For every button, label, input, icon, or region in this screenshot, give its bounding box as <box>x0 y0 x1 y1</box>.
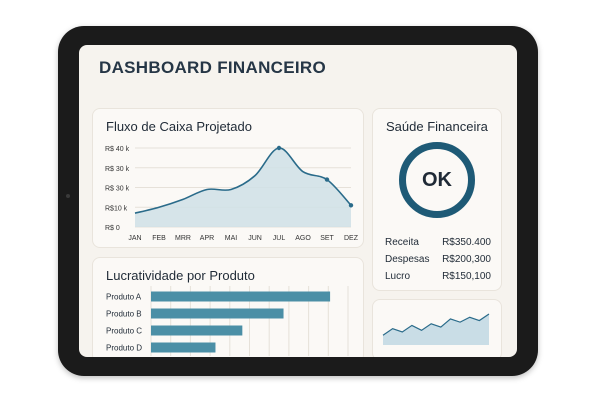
bar-category-label: Produto D <box>106 344 142 353</box>
metric-label: Lucro <box>385 271 411 282</box>
metric-value: R$350.400 <box>442 237 491 248</box>
bar <box>151 342 216 353</box>
x-tick-label: JUN <box>248 235 262 242</box>
data-point <box>276 145 282 151</box>
metric-value: R$200,300 <box>442 254 491 265</box>
health-card: Saúde Financeira OK Receita R$350.400 De… <box>372 108 502 291</box>
dashboard-screen: DASHBOARD FINANCEIRO Fluxo de Caixa Proj… <box>79 45 517 357</box>
metric-label: Receita <box>385 237 419 248</box>
data-point <box>324 177 330 182</box>
page-title: DASHBOARD FINANCEIRO <box>99 58 326 77</box>
metric-row-lucro: Lucro R$150,100 <box>385 268 491 285</box>
cashflow-title: Fluxo de Caixa Projetado <box>106 119 252 134</box>
sparkline-line <box>382 313 490 336</box>
data-point <box>348 203 354 208</box>
x-tick-label: JAN <box>128 235 141 242</box>
status-ring: OK <box>399 142 475 218</box>
y-tick-label: R$10 k <box>105 205 128 212</box>
x-tick-label: MAI <box>225 235 238 242</box>
health-metrics: Receita R$350.400 Despesas R$200,300 Luc… <box>385 234 491 285</box>
metric-value: R$150,100 <box>442 271 491 282</box>
bar <box>151 325 243 336</box>
series-area <box>135 147 351 227</box>
health-title: Saúde Financeira <box>386 119 488 134</box>
bar-category-label: Produto C <box>106 327 142 336</box>
bar <box>151 291 331 302</box>
sparkline-chart <box>382 313 490 345</box>
y-tick-label: R$ 40 k <box>105 146 130 153</box>
profit-chart[interactable]: Produto A Produto B Produto C Produto D <box>93 258 365 357</box>
y-tick-label: R$ 30 k <box>105 166 130 173</box>
metric-row-receita: Receita R$350.400 <box>385 234 491 251</box>
tablet-frame: DASHBOARD FINANCEIRO Fluxo de Caixa Proj… <box>58 26 538 376</box>
cashflow-chart[interactable]: R$ 40 k R$ 30 k R$ 30 k R$10 k R$ 0 JAN FEB MRR… <box>93 109 365 249</box>
x-tick-label: AGO <box>295 235 311 242</box>
metric-row-despesas: Despesas R$200,300 <box>385 251 491 268</box>
x-tick-label: JUL <box>273 235 286 242</box>
x-tick-label: SET <box>320 235 334 242</box>
bar-category-label: Produto A <box>106 293 142 302</box>
x-tick-label: APR <box>200 235 214 242</box>
profit-card: Lucratividade por Produto Produto A Produ… <box>92 257 364 357</box>
bar <box>151 308 284 319</box>
profit-title: Lucratividade por Produto <box>106 268 255 283</box>
sparkline-area <box>383 314 489 345</box>
x-tick-label: MRR <box>175 235 191 242</box>
metric-label: Despesas <box>385 254 430 265</box>
y-tick-label: R$ 0 <box>105 225 120 232</box>
series-line <box>134 147 352 214</box>
x-tick-label: DEZ <box>344 235 359 242</box>
status-text: OK <box>422 168 452 191</box>
y-tick-label: R$ 30 k <box>105 186 130 193</box>
sparkline-card <box>372 299 502 357</box>
x-tick-label: FEB <box>152 235 166 242</box>
bar-category-label: Produto B <box>106 310 142 319</box>
camera-dot <box>66 194 70 198</box>
